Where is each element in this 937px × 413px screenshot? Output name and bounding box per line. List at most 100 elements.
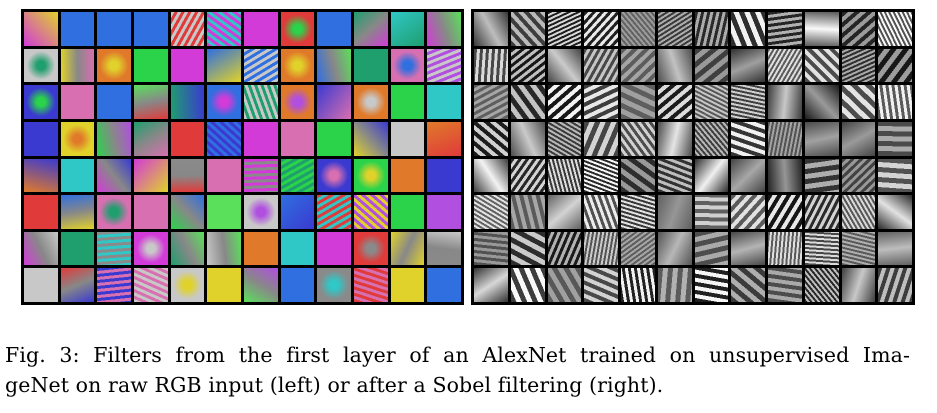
filter-tile	[768, 48, 802, 83]
filter-tile	[97, 195, 131, 229]
filter-tile	[97, 48, 131, 83]
filter-tile	[841, 48, 876, 83]
filter-tile	[134, 195, 168, 229]
filter-tile	[510, 85, 545, 119]
filter-tile	[24, 195, 58, 229]
filter-tile	[547, 268, 582, 302]
filter-tile	[878, 158, 912, 193]
filter-tile	[584, 85, 618, 119]
filter-tile	[657, 268, 692, 302]
filter-tile	[657, 12, 692, 46]
filter-tile	[731, 48, 765, 83]
filter-tile	[427, 48, 461, 83]
filter-tile	[207, 158, 241, 193]
filter-tile	[878, 12, 912, 46]
filter-tile	[60, 195, 95, 229]
filter-tile	[768, 12, 802, 46]
filter-tile	[657, 121, 692, 156]
filter-tile	[170, 48, 205, 83]
filter-tile	[60, 268, 95, 302]
filter-tile	[97, 231, 131, 266]
filter-tile	[244, 231, 278, 266]
filter-tile	[547, 231, 582, 266]
filter-tile	[584, 268, 618, 302]
filter-tile	[207, 48, 241, 83]
filter-tile	[97, 268, 131, 302]
filter-tile	[804, 12, 839, 46]
filter-tile	[510, 268, 545, 302]
filter-tile	[24, 121, 58, 156]
filter-tile	[244, 158, 278, 193]
filter-tile	[24, 12, 58, 46]
filter-tile	[694, 195, 729, 229]
filter-tile	[170, 268, 205, 302]
filter-tile	[510, 195, 545, 229]
filter-tile	[134, 85, 168, 119]
filter-tile	[510, 231, 545, 266]
filter-tile	[170, 158, 205, 193]
filter-tile	[354, 231, 388, 266]
filter-tile	[390, 268, 425, 302]
filter-tile	[657, 195, 692, 229]
filter-tile	[841, 121, 876, 156]
filter-tile	[60, 231, 95, 266]
filter-tile	[134, 231, 168, 266]
filter-tile	[390, 231, 425, 266]
filter-tile	[427, 121, 461, 156]
filter-tile	[244, 48, 278, 83]
filter-tile	[804, 195, 839, 229]
filter-tile	[474, 158, 508, 193]
filter-tile	[427, 195, 461, 229]
filter-tile	[280, 12, 315, 46]
filter-tile	[390, 85, 425, 119]
filter-tile	[244, 12, 278, 46]
filter-tile	[207, 195, 241, 229]
filter-tile	[24, 48, 58, 83]
filter-tile	[657, 85, 692, 119]
filter-tile	[97, 121, 131, 156]
filter-tile	[694, 231, 729, 266]
filter-tile	[390, 121, 425, 156]
filter-tile	[768, 231, 802, 266]
filter-tile	[474, 121, 508, 156]
filter-tile	[170, 85, 205, 119]
filter-tile	[510, 48, 545, 83]
filter-tile	[731, 85, 765, 119]
filter-tile	[244, 121, 278, 156]
filter-tile	[657, 231, 692, 266]
filter-tile	[317, 158, 351, 193]
filter-tile	[317, 231, 351, 266]
filter-tile	[621, 195, 655, 229]
filter-tile	[510, 158, 545, 193]
filter-tile	[841, 195, 876, 229]
filter-tile	[731, 231, 765, 266]
filter-tile	[207, 231, 241, 266]
filter-tile	[768, 195, 802, 229]
filter-tile	[317, 85, 351, 119]
filter-tile	[24, 158, 58, 193]
filter-tile	[878, 85, 912, 119]
filter-tile	[207, 85, 241, 119]
filter-tile	[354, 85, 388, 119]
filter-tile	[584, 158, 618, 193]
filter-tile	[621, 268, 655, 302]
filter-tile	[731, 158, 765, 193]
filter-tile	[694, 85, 729, 119]
filter-tile	[584, 121, 618, 156]
filter-tile	[134, 268, 168, 302]
filter-tile	[584, 48, 618, 83]
filter-tile	[768, 268, 802, 302]
filter-tile	[280, 268, 315, 302]
filter-tile	[694, 121, 729, 156]
filter-tile	[474, 48, 508, 83]
filter-tile	[804, 48, 839, 83]
filter-tile	[474, 12, 508, 46]
caption-line-2: geNet on raw RGB input (left) or after a…	[5, 373, 664, 397]
filter-tile	[427, 12, 461, 46]
filter-tile	[97, 12, 131, 46]
filter-tile	[878, 195, 912, 229]
filter-tile	[804, 85, 839, 119]
filter-tile	[244, 85, 278, 119]
filter-tile	[474, 268, 508, 302]
filter-tile	[280, 48, 315, 83]
